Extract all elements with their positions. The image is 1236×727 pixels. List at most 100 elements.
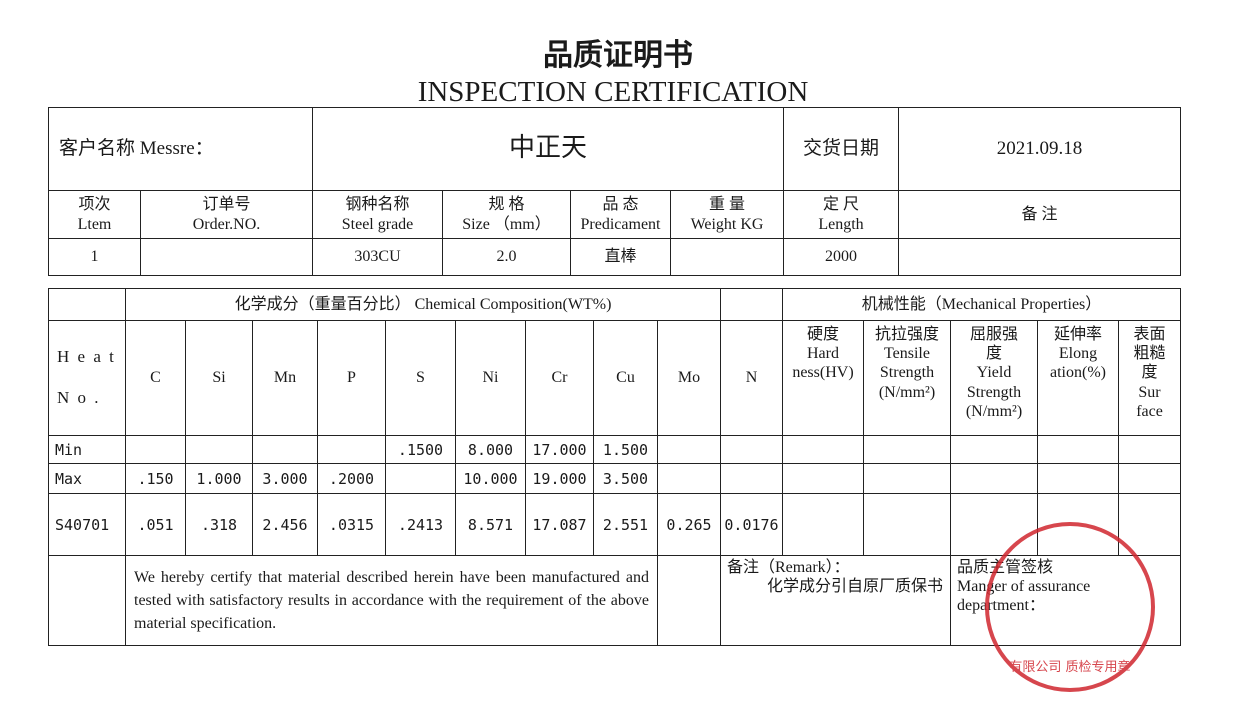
element-header: Mo — [657, 320, 721, 436]
stamp-text: 有限公司 质检专用章 — [1009, 660, 1131, 675]
column-header-row: H e a t N o . C Si Mn P S Ni Cr Cu Mo N 硬度 Hard nes… — [48, 320, 1182, 436]
mech-header: 抗拉强度 Tensile Strength (N/mm²) — [863, 320, 951, 436]
order-header-text: Ltem — [77, 215, 112, 233]
value-cell: .051 — [125, 493, 186, 556]
element-header: C — [125, 320, 186, 436]
value-cell: 1.500 — [593, 435, 658, 464]
title-cn: 品质证明书 — [543, 38, 693, 73]
order-cell: 直棒 — [570, 238, 672, 276]
mech-value-cell — [950, 463, 1038, 494]
delivery-date-label: 交货日期 — [783, 107, 900, 191]
value-cell — [720, 463, 783, 494]
remark: 备注（Remark）： 化学成分引自原厂质保书 — [720, 555, 951, 646]
order-header-text: 品 态 — [602, 196, 639, 214]
element-header: S — [385, 320, 456, 436]
customer-name: 中正天 — [312, 107, 785, 191]
order-header-text: 备 注 — [1021, 205, 1058, 223]
value-cell: 17.087 — [525, 493, 594, 556]
order-header-cell: 项次 Ltem — [48, 190, 141, 239]
heat-no-header: H e a t N o . — [48, 320, 126, 436]
order-table: 客户名称 Messre： 中正天 交货日期 2021.09.18 项次 Ltem 订… — [47, 107, 1182, 276]
value-cell: .1500 — [385, 435, 456, 464]
value-cell: 10.000 — [455, 463, 526, 494]
empty-cell — [48, 288, 126, 321]
chem-title: 化学成分（重量百分比） Chemical Composition(WT%) — [125, 288, 721, 321]
order-row: 1 303CU 2.0 直棒 2000 — [48, 238, 1182, 276]
value-cell: 8.571 — [455, 493, 526, 556]
order-cell: 2000 — [783, 238, 900, 276]
mech-value-cell — [1117, 463, 1182, 494]
order-header-text: Size （mm） — [462, 215, 551, 233]
value-cell — [657, 463, 721, 494]
order-header-text: 重 量 — [709, 196, 746, 214]
order-cell: 2.0 — [442, 238, 572, 276]
order-header-text: Order.NO. — [192, 215, 261, 233]
mech-value-cell — [782, 493, 864, 556]
empty-cell — [657, 555, 721, 646]
mech-header: 延伸率 Elong ation(%) — [1037, 320, 1119, 436]
value-cell — [385, 463, 456, 494]
mech-header: 屈服强 度 Yield Strength (N/mm²) — [950, 320, 1038, 436]
value-cell: .318 — [185, 493, 253, 556]
mech-value-cell — [1117, 435, 1182, 464]
element-header: Ni — [455, 320, 526, 436]
value-cell: 17.000 — [525, 435, 594, 464]
value-cell — [720, 435, 783, 464]
customer-label: 客户名称 Messre： — [47, 107, 314, 191]
mech-value-cell — [863, 493, 951, 556]
order-cell — [670, 238, 785, 276]
quality-stamp: 有限公司 质检专用章 — [985, 522, 1155, 692]
element-header: Si — [185, 320, 253, 436]
order-header-text: 规 格 — [488, 196, 525, 214]
certification-statement: We hereby certify that material describe… — [125, 555, 658, 646]
order-header-cell: 钢种名称 Steel grade — [312, 190, 444, 239]
value-cell: 0.265 — [657, 493, 721, 556]
order-cell — [139, 238, 314, 276]
order-header-text: 钢种名称 — [345, 196, 410, 214]
mech-value-cell — [782, 435, 864, 464]
value-cell: .2413 — [385, 493, 456, 556]
value-cell: .0315 — [317, 493, 386, 556]
delivery-date: 2021.09.18 — [898, 107, 1182, 191]
order-header-text: Steel grade — [341, 215, 414, 233]
order-header-cell: 规 格 Size （mm） — [442, 190, 572, 239]
remark-text: 化学成分引自原厂质保书 — [767, 578, 944, 596]
order-cell: 303CU — [312, 238, 444, 276]
order-header-text: 订单号 — [202, 196, 251, 214]
order-header-text: Weight KG — [690, 215, 764, 233]
value-cell — [125, 435, 186, 464]
order-header-text: Length — [818, 215, 864, 233]
value-cell — [657, 435, 721, 464]
order-header-text: 定 尺 — [823, 196, 860, 214]
order-cell: 1 — [48, 238, 141, 276]
element-header: Cr — [525, 320, 594, 436]
mech-title: 机械性能（Mechanical Properties） — [781, 288, 1182, 321]
value-cell: 19.000 — [525, 463, 594, 494]
value-cell — [185, 435, 253, 464]
value-cell: 1.000 — [185, 463, 253, 494]
element-header: Cu — [593, 320, 658, 436]
value-cell: .2000 — [317, 463, 386, 494]
row-label: Max — [48, 463, 126, 494]
element-header: N — [720, 320, 783, 436]
order-header-row: 项次 Ltem 订单号 Order.NO. 钢种名称 Steel grade 规 格 Size… — [48, 190, 1182, 239]
element-header: P — [317, 320, 386, 436]
mech-value-cell — [1037, 463, 1119, 494]
value-cell — [252, 435, 318, 464]
order-header-cell: 定 尺 Length — [783, 190, 900, 239]
mech-value-cell — [1037, 435, 1119, 464]
empty-cell — [720, 288, 783, 321]
value-cell: 3.500 — [593, 463, 658, 494]
value-cell: 3.000 — [252, 463, 318, 494]
mech-value-cell — [863, 463, 951, 494]
mech-value-cell — [863, 435, 951, 464]
element-header: Mn — [252, 320, 318, 436]
value-cell: 2.456 — [252, 493, 318, 556]
value-cell: 8.000 — [455, 435, 526, 464]
row-label: Min — [48, 435, 126, 464]
order-header-cell: 品 态 Predicament — [570, 190, 672, 239]
empty-cell — [48, 555, 126, 646]
title-en: INSPECTION CERTIFICATION — [417, 76, 809, 108]
order-cell — [898, 238, 1182, 276]
order-header-cell: 备 注 — [898, 190, 1182, 239]
